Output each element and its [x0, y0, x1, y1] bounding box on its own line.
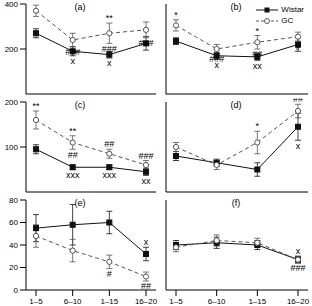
svg-text:x: x	[214, 60, 219, 70]
svg-text:1–15: 1–15	[100, 297, 118, 306]
svg-text:1–5: 1–5	[169, 297, 183, 306]
html-text:(f): (f)	[231, 198, 241, 208]
svg-text:16–20: 16–20	[287, 297, 304, 306]
svg-text:100: 100	[8, 143, 19, 152]
svg-text:1–5: 1–5	[29, 297, 43, 306]
svg-text:x: x	[296, 141, 301, 151]
svg-text:##: ##	[141, 281, 151, 291]
svg-text:*: *	[174, 10, 178, 20]
svg-text:###: ###	[102, 44, 117, 54]
svg-text:xxx: xxx	[66, 170, 80, 180]
svg-text:200: 200	[8, 98, 19, 107]
svg-text:**: **	[32, 0, 40, 5]
svg-text:#: #	[107, 269, 112, 279]
svg-text:##: ##	[293, 98, 303, 104]
svg-text:x: x	[107, 58, 112, 68]
svg-text:xxx: xxx	[103, 170, 117, 180]
html-text:(d): (d)	[230, 100, 242, 110]
svg-text:###: ###	[138, 151, 153, 161]
svg-text:1–15: 1–15	[248, 297, 266, 306]
svg-text:**: **	[106, 13, 114, 23]
html-text:(e): (e)	[74, 198, 86, 208]
svg-text:###: ###	[138, 38, 153, 48]
svg-text:#: #	[295, 42, 300, 52]
svg-text:80: 80	[9, 196, 18, 205]
svg-text:##: ##	[104, 139, 114, 149]
html-text:(a): (a)	[74, 2, 86, 12]
svg-text:40: 40	[9, 241, 18, 250]
svg-text:###: ###	[290, 263, 304, 273]
svg-text:##: ##	[68, 150, 78, 160]
svg-text:6–10: 6–10	[64, 297, 82, 306]
svg-text:200: 200	[8, 45, 19, 54]
svg-text:6–10: 6–10	[208, 297, 226, 306]
html-text:GC: GC	[281, 16, 294, 25]
html-text:Wistar: Wistar	[281, 5, 304, 14]
html-text:(b): (b)	[230, 2, 242, 12]
svg-text:xx: xx	[142, 176, 152, 186]
svg-text:**: **	[69, 126, 77, 136]
svg-text:*: *	[256, 26, 260, 36]
svg-text:20: 20	[9, 263, 18, 272]
svg-text:16–20: 16–20	[135, 297, 158, 306]
svg-text:*: *	[256, 121, 260, 131]
svg-text:##: ##	[252, 49, 262, 59]
svg-text:x: x	[70, 56, 75, 66]
svg-text:xx: xx	[253, 61, 263, 71]
svg-text:x: x	[144, 237, 149, 247]
svg-text:**: **	[32, 101, 40, 111]
svg-text:0: 0	[14, 286, 19, 295]
svg-text:x: x	[296, 246, 301, 256]
html-text:(c): (c)	[74, 100, 86, 110]
svg-text:400: 400	[8, 0, 19, 9]
svg-text:60: 60	[9, 218, 18, 227]
